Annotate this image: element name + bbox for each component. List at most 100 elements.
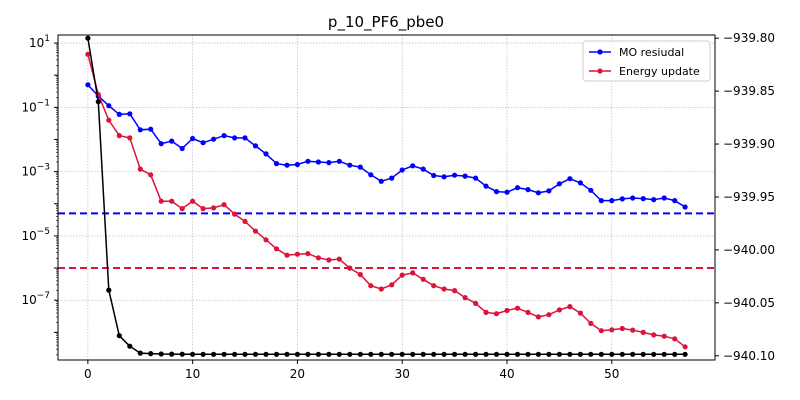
- left-tick-label: 10−3: [21, 163, 50, 179]
- data-point: [493, 351, 500, 357]
- data-point: [672, 336, 678, 342]
- x-tick-label: 20: [290, 367, 305, 381]
- data-point: [410, 351, 416, 357]
- data-point: [169, 351, 175, 357]
- data-point: [651, 197, 657, 203]
- data-point: [368, 283, 374, 289]
- data-point: [661, 351, 667, 357]
- left-tick-label: 10−5: [21, 227, 50, 243]
- data-point: [305, 251, 311, 257]
- data-point: [452, 351, 458, 357]
- series-line: [87, 38, 686, 356]
- data-point: [179, 351, 185, 357]
- data-point: [598, 198, 604, 204]
- data-point: [420, 276, 426, 282]
- data-point: [326, 351, 332, 357]
- data-point: [127, 111, 133, 117]
- data-point: [232, 351, 238, 357]
- x-tick-label: 40: [499, 367, 514, 381]
- data-point: [221, 351, 227, 357]
- data-point: [619, 325, 625, 332]
- data-point: [546, 351, 552, 357]
- data-point: [588, 187, 594, 193]
- data-point: [242, 351, 248, 357]
- data-point: [211, 136, 217, 142]
- data-point: [252, 143, 259, 149]
- data-point: [294, 251, 300, 257]
- data-point: [431, 351, 437, 357]
- data-point: [567, 304, 573, 310]
- data-point: [85, 82, 91, 88]
- data-point: [368, 351, 374, 357]
- data-point: [420, 351, 426, 357]
- data-point: [452, 172, 458, 178]
- data-point: [242, 135, 248, 141]
- data-point: [483, 351, 489, 357]
- data-point: [221, 202, 227, 208]
- data-point: [273, 161, 280, 167]
- data-point: [336, 158, 342, 164]
- data-point: [378, 351, 384, 357]
- data-point: [169, 138, 175, 144]
- data-point: [483, 183, 489, 189]
- data-point: [336, 256, 342, 262]
- data-point: [651, 332, 657, 338]
- data-point: [200, 351, 206, 357]
- data-point: [127, 135, 133, 141]
- data-point: [158, 351, 164, 357]
- data-point: [273, 246, 280, 252]
- data-point: [619, 351, 625, 357]
- data-point: [305, 158, 311, 164]
- left-tick-label: 10−1: [21, 98, 50, 114]
- data-point: [473, 175, 479, 181]
- x-tick-label: 0: [84, 367, 92, 381]
- data-point: [232, 211, 238, 217]
- data-point: [556, 351, 563, 357]
- data-point: [577, 310, 584, 316]
- data-point: [525, 351, 531, 357]
- data-point: [85, 35, 91, 41]
- data-point: [326, 257, 332, 263]
- data-point: [137, 127, 143, 133]
- series-layer: [85, 35, 688, 357]
- data-point: [609, 327, 615, 333]
- series-energy-total: [85, 35, 688, 357]
- right-tick-label: −939.95: [723, 190, 775, 204]
- data-point: [672, 351, 678, 357]
- data-point: [672, 198, 678, 204]
- left-tick-label: 101: [29, 34, 50, 50]
- data-point: [263, 237, 269, 243]
- data-point: [567, 351, 573, 357]
- legend-label: MO resiudal: [619, 46, 684, 59]
- data-point: [389, 351, 395, 357]
- data-point: [640, 196, 646, 202]
- legend-marker: [597, 68, 603, 74]
- data-point: [577, 180, 584, 186]
- data-point: [315, 255, 321, 261]
- series-line: [87, 54, 686, 348]
- data-point: [242, 218, 248, 224]
- legend-label: Energy update: [619, 65, 700, 78]
- data-point: [221, 133, 227, 139]
- data-point: [682, 351, 688, 357]
- data-point: [211, 205, 217, 211]
- data-point: [535, 351, 542, 357]
- data-point: [577, 351, 584, 357]
- data-point: [483, 309, 489, 315]
- data-point: [493, 189, 500, 195]
- data-point: [410, 270, 416, 276]
- data-point: [399, 272, 405, 278]
- data-point: [441, 174, 447, 180]
- x-tick-label: 30: [395, 367, 410, 381]
- series-line: [87, 84, 686, 208]
- data-point: [336, 351, 342, 357]
- data-point: [525, 187, 531, 193]
- series-mo-resiudal: [85, 82, 688, 210]
- data-point: [462, 351, 468, 357]
- right-tick-label: −939.85: [723, 84, 775, 98]
- x-axis: 0 10 20 30 40 50: [84, 360, 619, 381]
- data-point: [588, 320, 594, 326]
- right-tick-label: −939.90: [723, 137, 775, 151]
- data-point: [232, 135, 238, 141]
